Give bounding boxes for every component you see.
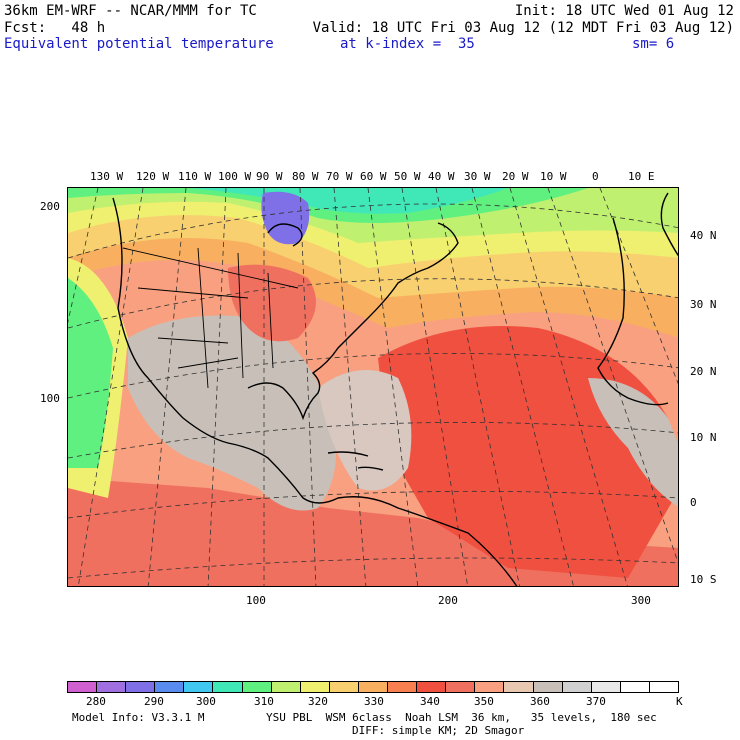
lon-label: 100 W [218,170,252,183]
legend-swatch [97,682,127,692]
level-info: at k-index = 35 [340,36,475,52]
smoothing-info: sm= 6 [632,36,675,52]
grid-y-label: 200 [40,200,60,213]
legend-swatch [446,682,476,692]
legend-swatch [242,682,272,692]
legend-swatch [213,682,243,692]
legend-swatch [329,682,359,692]
legend-swatch [300,682,330,692]
field-africa-grey [588,378,678,507]
legend-swatch [184,682,214,692]
legend-swatch [620,682,650,692]
model-title: 36km EM-WRF -- NCAR/MMM for TC [4,3,257,19]
lon-label: 120 W [136,170,170,183]
legend-swatch [504,682,534,692]
valid-time: Valid: 18 UTC Fri 03 Aug 12 (12 MDT Fri … [312,20,734,36]
field-continental-grey [128,315,336,511]
lat-label: 10 N [690,431,717,444]
legend-unit-label: K [676,695,683,708]
legend-label: 350 [474,695,494,708]
theta-e-map [67,187,679,587]
lat-label: 40 N [690,229,717,242]
legend-label: 310 [254,695,274,708]
legend-swatch [417,682,447,692]
lon-label: 110 W [178,170,212,183]
grid-y-label: 100 [40,392,60,405]
legend-label: 360 [530,695,550,708]
lon-label: 40 W [428,170,455,183]
legend-label: 330 [364,695,384,708]
legend-label: 340 [420,695,440,708]
legend-swatch [68,682,98,692]
legend-label: 300 [196,695,216,708]
lon-label: 130 W [90,170,124,183]
field-hudson-cold-pool [261,191,310,245]
legend-label: 320 [308,695,328,708]
field-gulf-stream-grey [318,370,412,491]
grid-x-label: 200 [438,594,458,607]
legend-swatch [562,682,592,692]
lon-label: 80 W [292,170,319,183]
political-borders [122,247,299,389]
lon-label: 30 W [464,170,491,183]
diffusion-info: DIFF: simple KM; 2D Smagor [352,724,525,737]
legend-swatch [155,682,185,692]
grid-x-label: 300 [631,594,651,607]
lat-label: 0 [690,496,697,509]
legend-swatch [271,682,301,692]
lat-label: 20 N [690,365,717,378]
physics-info: YSU PBL WSM 6class Noah LSM 36 km, 35 le… [266,711,657,724]
lon-label: 50 W [394,170,421,183]
legend-swatch [388,682,418,692]
forecast-hour: Fcst: 48 h [4,20,106,36]
map-canvas [68,188,678,586]
model-info: Model Info: V3.3.1 M [72,711,205,724]
field-us-warm-spot [228,264,316,342]
lat-label: 10 S [690,573,717,586]
coastlines [112,192,678,586]
lat-label: 30 N [690,298,717,311]
color-legend [67,681,679,693]
lon-label: 20 W [502,170,529,183]
legend-swatch [475,682,505,692]
init-time: Init: 18 UTC Wed 01 Aug 12 [514,3,734,19]
legend-label: 290 [144,695,164,708]
legend-swatch [126,682,156,692]
lon-label: 10 W [540,170,567,183]
lon-label: 90 W [256,170,283,183]
legend-swatch [591,682,621,692]
legend-swatch [533,682,563,692]
lon-label: 60 W [360,170,387,183]
legend-swatch [358,682,389,692]
lon-label: 10 E [628,170,655,183]
legend-swatch [649,682,678,692]
legend-label: 370 [586,695,606,708]
lon-label: 70 W [326,170,353,183]
field-west-green [68,278,113,468]
legend-label: 280 [86,695,106,708]
lon-label: 0 [592,170,599,183]
graticule [68,188,678,586]
field-name: Equivalent potential temperature [4,36,274,52]
grid-x-label: 100 [246,594,266,607]
